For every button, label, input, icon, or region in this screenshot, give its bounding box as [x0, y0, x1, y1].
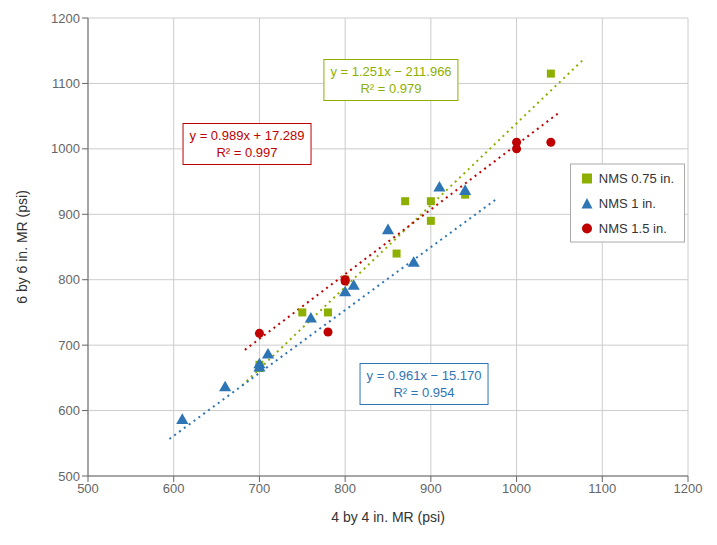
- svg-text:1200: 1200: [51, 11, 80, 26]
- svg-text:500: 500: [58, 469, 80, 484]
- svg-text:1100: 1100: [52, 76, 80, 91]
- html-text:NMS 0.75 in.: NMS 0.75 in.: [598, 171, 674, 186]
- svg-text:900: 900: [58, 207, 80, 222]
- html-text:y = 1.251x − 211.966 R² = 0.97: y = 1.251x − 211.966 R² = 0.979: [330, 63, 452, 96]
- html-text:y = 0.961x − 15.170 R² = 0.954: y = 0.961x − 15.170 R² = 0.954: [366, 368, 482, 401]
- svg-text:700: 700: [249, 481, 271, 496]
- svg-text:1000: 1000: [502, 481, 531, 496]
- html-text:NMS 1 in.: NMS 1 in.: [598, 196, 656, 211]
- svg-text:6 by 6 in. MR (psi): 6 by 6 in. MR (psi): [14, 190, 30, 304]
- svg-text:900: 900: [420, 481, 442, 496]
- svg-text:800: 800: [334, 481, 356, 496]
- svg-text:500: 500: [77, 481, 99, 496]
- svg-text:4 by 4 in. MR (psi): 4 by 4 in. MR (psi): [331, 509, 445, 525]
- svg-text:1000: 1000: [51, 141, 80, 156]
- svg-text:1100: 1100: [588, 481, 616, 496]
- html-text:NMS 1.5 in.: NMS 1.5 in.: [598, 221, 667, 236]
- svg-text:1200: 1200: [674, 481, 703, 496]
- svg-text:800: 800: [58, 272, 80, 287]
- svg-text:600: 600: [58, 403, 80, 418]
- svg-text:600: 600: [163, 481, 185, 496]
- svg-text:700: 700: [58, 338, 80, 353]
- html-text:y = 0.989x + 17.289 R² = 0.997: y = 0.989x + 17.289 R² = 0.997: [189, 127, 305, 160]
